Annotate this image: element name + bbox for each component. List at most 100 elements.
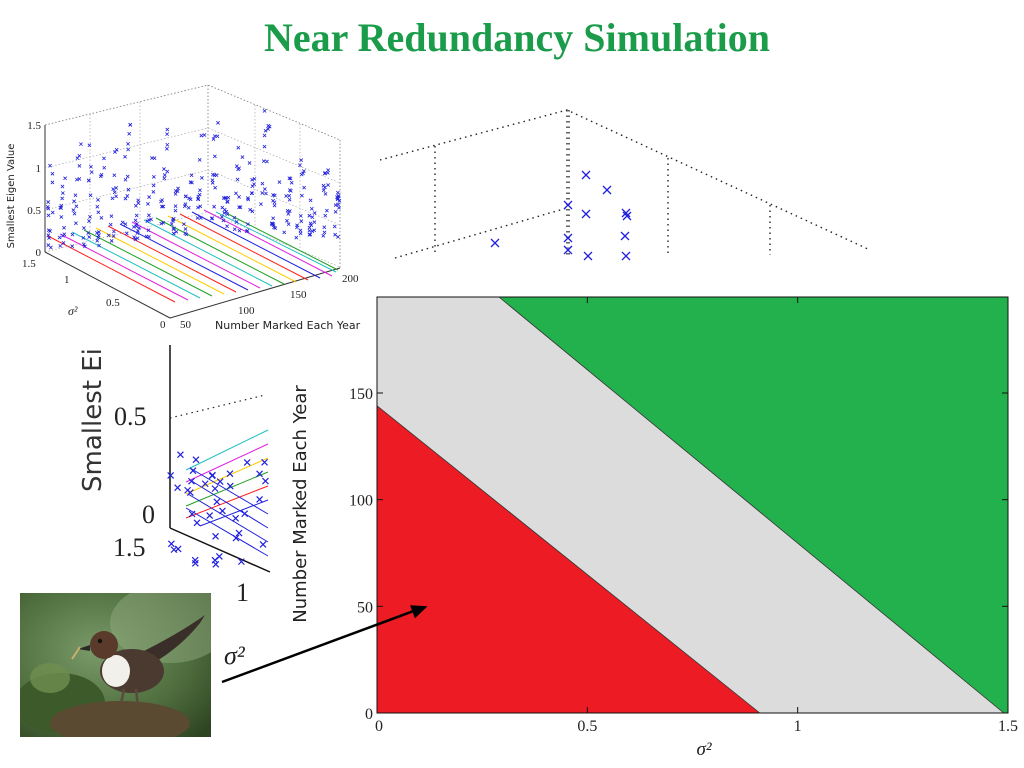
scatter-marker — [173, 192, 178, 196]
scatter-marker — [162, 173, 167, 177]
scatter-marker — [46, 206, 51, 211]
scatter-marker — [221, 218, 226, 223]
scatter-marker — [265, 159, 269, 164]
zoom-crop-grid — [169, 394, 266, 419]
region-chart-frame — [376, 296, 1009, 714]
scatter-marker — [191, 559, 199, 567]
scatter-marker — [135, 221, 139, 226]
scatter-marker — [82, 226, 86, 230]
plot3d-z-tick: 0 — [36, 247, 42, 259]
scatter-marker — [235, 177, 240, 182]
scatter-marker — [226, 482, 234, 490]
scatter-marker — [102, 156, 106, 161]
scatter-marker — [232, 534, 240, 542]
scatter-marker — [285, 218, 289, 223]
scatter-marker — [95, 238, 100, 243]
scatter-marker — [271, 216, 276, 221]
scatter-marker — [214, 173, 219, 178]
scatter-marker — [282, 230, 287, 235]
scatter-marker — [241, 510, 249, 518]
scatter-marker — [237, 205, 241, 210]
plot3d-z-label: Smallest Eigen Value — [6, 144, 17, 249]
y-tick-label: 150 — [349, 386, 373, 403]
scatter-marker — [99, 215, 104, 220]
scatter-marker — [186, 205, 191, 210]
scatter-marker — [50, 210, 55, 215]
scatter-marker — [162, 167, 166, 171]
plot3d-y-tick: 0 — [160, 319, 166, 331]
scatter-marker — [270, 222, 274, 227]
scatter-marker — [235, 529, 243, 537]
scatter-marker — [273, 226, 278, 231]
scatter-marker — [81, 242, 86, 247]
scatter-marker — [215, 553, 223, 560]
scatter-marker — [75, 177, 79, 182]
scatter-marker — [202, 133, 207, 137]
scatter-marker — [323, 192, 328, 196]
scatter-marker — [208, 472, 216, 480]
region-chart: 0 0.5 1 1.5 0 50 100 150 σ² Number Marke… — [290, 296, 1018, 760]
scatter-marker — [96, 197, 100, 202]
scatter-marker — [287, 188, 292, 192]
scatter-marker — [167, 540, 175, 548]
scatter-marker — [109, 239, 114, 243]
boundary-line — [376, 405, 761, 714]
plot3d-series-lines — [47, 209, 339, 303]
scatter-marker — [133, 237, 138, 242]
scatter-marker — [324, 208, 329, 213]
scatter-marker — [57, 235, 62, 240]
scatter-marker — [183, 227, 188, 231]
scatter-marker — [189, 173, 194, 178]
scatter-marker — [289, 180, 294, 185]
plot3d-z-tick: 1 — [36, 163, 42, 175]
scatter-marker — [188, 510, 196, 518]
scatter-marker — [172, 226, 176, 231]
scatter-marker — [336, 190, 340, 195]
scatter-marker — [581, 170, 591, 180]
scatter-marker — [182, 222, 186, 226]
plot3d-x-tick: 100 — [238, 305, 255, 317]
scatter-marker — [137, 226, 142, 230]
scatter-marker — [58, 243, 63, 248]
scatter-marker — [87, 235, 92, 239]
scatter-marker — [335, 197, 340, 202]
scatter-marker — [332, 224, 337, 229]
scatter-marker — [77, 164, 82, 168]
scatter-marker — [133, 218, 138, 223]
scatter-marker — [234, 220, 239, 224]
scatter-marker — [323, 171, 327, 175]
scatter-marker — [302, 169, 306, 173]
scatter-marker — [222, 211, 227, 215]
plot3d-grid — [44, 102, 341, 268]
scatter-marker — [135, 236, 140, 241]
scatter-marker — [310, 229, 315, 234]
scatter-marker — [88, 193, 93, 198]
scatter-marker — [112, 190, 117, 195]
scatter-marker — [262, 133, 267, 138]
scatter-marker — [224, 195, 229, 200]
boundary-line — [498, 296, 1005, 714]
scatter-marker — [183, 231, 188, 236]
scatter-marker — [287, 209, 292, 214]
scatter-marker — [244, 229, 249, 234]
scatter-marker — [120, 220, 125, 225]
scatter-marker — [288, 176, 293, 181]
scatter-marker — [111, 187, 116, 191]
scatter-marker — [248, 207, 253, 212]
scatter-marker — [269, 221, 274, 226]
scatter-marker — [123, 222, 128, 226]
scatter-marker — [264, 191, 268, 196]
scatter-marker — [246, 222, 250, 227]
zoom-crop: Smallest Ei 0.5 0 1.5 1 σ² — [78, 345, 271, 670]
scatter-marker — [307, 213, 312, 218]
scatter-marker — [298, 214, 303, 218]
scatter-marker — [112, 173, 117, 178]
slide-title: Near Redundancy Simulation — [263, 15, 770, 60]
scatter-marker — [309, 223, 314, 227]
region-chart-x-ticklabels: 0 0.5 1 1.5 — [375, 718, 1018, 735]
scatter-marker — [225, 200, 230, 204]
scatter-marker — [108, 222, 113, 227]
scatter-marker — [87, 143, 92, 148]
scatter-marker — [50, 171, 55, 176]
scatter-marker — [123, 196, 128, 201]
